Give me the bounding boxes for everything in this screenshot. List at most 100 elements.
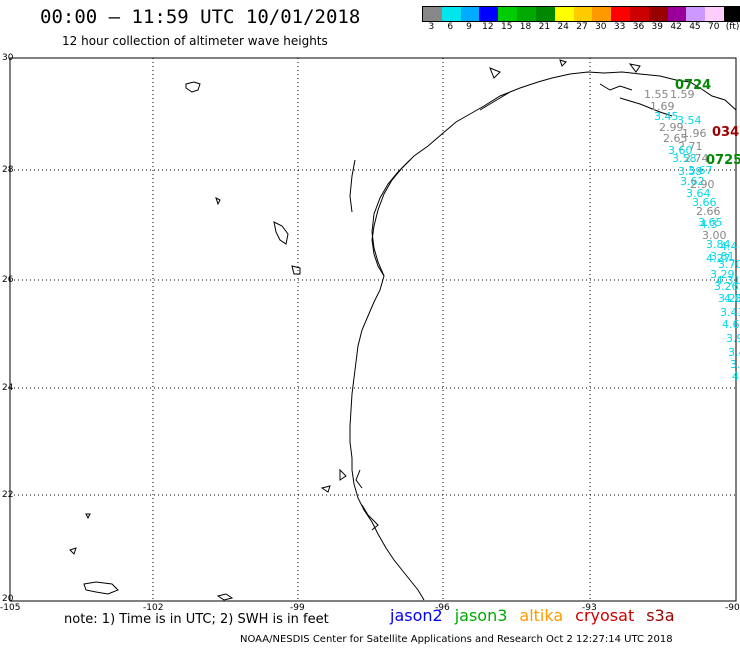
track-label: 1.55 (644, 88, 669, 101)
track-label: 3.4 (730, 358, 740, 371)
track-label: 3.43 (720, 306, 740, 319)
credit-line: NOAA/NESDIS Center for Satellite Applica… (240, 634, 673, 645)
map-frame (9, 57, 737, 602)
color-scale-swatch (441, 7, 461, 21)
track-label: 4.6 (722, 318, 740, 331)
pass-id-034: 034 (712, 125, 739, 140)
color-scale-label: 27 (576, 22, 588, 32)
page-subtitle: 12 hour collection of altimeter wave hei… (62, 34, 328, 48)
color-scale-swatch (460, 7, 480, 21)
lat-label-20: 20 (2, 594, 14, 604)
lat-label-30: 30 (2, 53, 14, 63)
footer-note: note: 1) Time is in UTC; 2) SWH is in fe… (64, 612, 329, 627)
islands (69, 59, 641, 601)
color-scale-swatch (479, 7, 499, 21)
track-label: 2.74 (684, 152, 709, 165)
color-scale-swatch (686, 7, 706, 21)
track-label: 2.66 (696, 205, 721, 218)
coastline (349, 71, 737, 601)
color-scale-swatch (517, 7, 536, 21)
track-label: 3.26 (714, 280, 739, 293)
track-label: 4.3 (700, 218, 718, 231)
lon-label-105: -105 (0, 603, 20, 613)
pass-id-0725: 0725 (706, 153, 740, 168)
color-scale-swatch (611, 7, 630, 21)
color-scale-label: 18 (519, 22, 532, 32)
altimeter-track: 1.55 1.59 1.69 3.45 3.54 1.96 2.99 2.65 … (644, 78, 740, 383)
mission-s3a: s3a (646, 606, 675, 625)
mission-altika: altika (519, 606, 564, 625)
track-label: 3.66 (692, 196, 717, 209)
track-label: 2.90 (690, 178, 715, 191)
track-label: 3.84 (706, 238, 731, 251)
color-scale-swatch (629, 7, 649, 21)
color-scale-swatch (724, 7, 740, 21)
color-scale-label: 39 (651, 22, 664, 32)
color-scale-label: 21 (538, 22, 551, 32)
track-label: 4.27 (706, 252, 731, 265)
track-label: 1.59 (670, 88, 695, 101)
lon-label-99: -99 (290, 603, 305, 613)
color-scale-labels: 3 6 9 12 15 18 21 24 27 30 33 36 39 42 45 70 (ft) (422, 22, 740, 34)
lat-lon-grid (10, 58, 736, 601)
track-label: 2.71 (678, 140, 703, 153)
track-label: 3.62 (680, 175, 705, 188)
lat-labels: 30 28 26 24 22 20 (2, 53, 14, 604)
track-label: 2.65 (663, 132, 688, 145)
color-scale-swatch (535, 7, 555, 21)
color-scale-label: 45 (689, 22, 701, 32)
track-label: 3.58 (672, 152, 697, 165)
color-scale-label: 6 (447, 22, 454, 32)
mission-jason3: jason3 (454, 606, 508, 625)
track-label: 3.81 (710, 250, 735, 263)
track-label: 3.60 (668, 144, 693, 157)
color-scale-swatch (423, 7, 442, 21)
lon-labels: -105 -102 -99 -96 -93 -90 (0, 603, 740, 613)
lat-label-24: 24 (2, 383, 14, 393)
track-label: 3.59 (678, 165, 703, 178)
track-label: 4.4 (720, 240, 738, 253)
color-scale-label: 9 (466, 22, 472, 32)
lat-label-22: 22 (2, 490, 13, 500)
mission-jason2: jason2 (390, 606, 443, 625)
color-scale-label: 42 (670, 22, 682, 32)
track-label: 3.00 (702, 229, 727, 242)
track-label: 4.0 (724, 292, 740, 305)
color-scale-label: 15 (500, 22, 513, 32)
track-label: 1.96 (682, 127, 707, 140)
track-label: 2.99 (659, 121, 684, 134)
lon-label-102: -102 (143, 603, 163, 613)
page-title: 00:00 – 11:59 UTC 10/01/2018 (40, 6, 361, 28)
color-scale-label: 12 (482, 22, 494, 32)
color-scale-swatch (554, 7, 574, 21)
track-label: 1.69 (650, 100, 675, 113)
mission-cryosat: cryosat (575, 606, 635, 625)
color-scale-swatch (573, 7, 593, 21)
track-label: 3.45 (654, 110, 679, 123)
track-label: 3.64 (686, 187, 711, 200)
color-scale-label: (ft) (725, 22, 740, 32)
lon-label-90: -90 (725, 603, 740, 613)
lat-label-28: 28 (2, 165, 14, 175)
track-label: 3.9 (726, 332, 740, 345)
track-label: 3.70 (718, 258, 740, 271)
color-scale-swatch (705, 7, 724, 21)
lat-label-26: 26 (2, 275, 14, 285)
track-label: 4.2 (732, 370, 740, 383)
track-label: 3.67 (688, 164, 713, 177)
color-scale-label: 30 (595, 22, 607, 32)
color-scale-swatch (498, 7, 518, 21)
color-scale-swatch (648, 7, 668, 21)
pass-id-0724: 0724 (675, 78, 711, 93)
color-scale-label: 36 (632, 22, 645, 32)
track-label: 3.29 (710, 268, 735, 281)
color-scale-label: 24 (557, 22, 569, 32)
color-scale-label: 70 (708, 22, 720, 32)
track-label: 3.65 (698, 216, 723, 229)
track-label: 3.4 (728, 346, 740, 359)
color-scale-label: 3 (428, 22, 435, 32)
color-scale-label: 33 (613, 22, 626, 32)
mission-legend: jason2 jason3 altika cryosat s3a (390, 606, 675, 625)
lon-label-93: -93 (582, 603, 597, 613)
